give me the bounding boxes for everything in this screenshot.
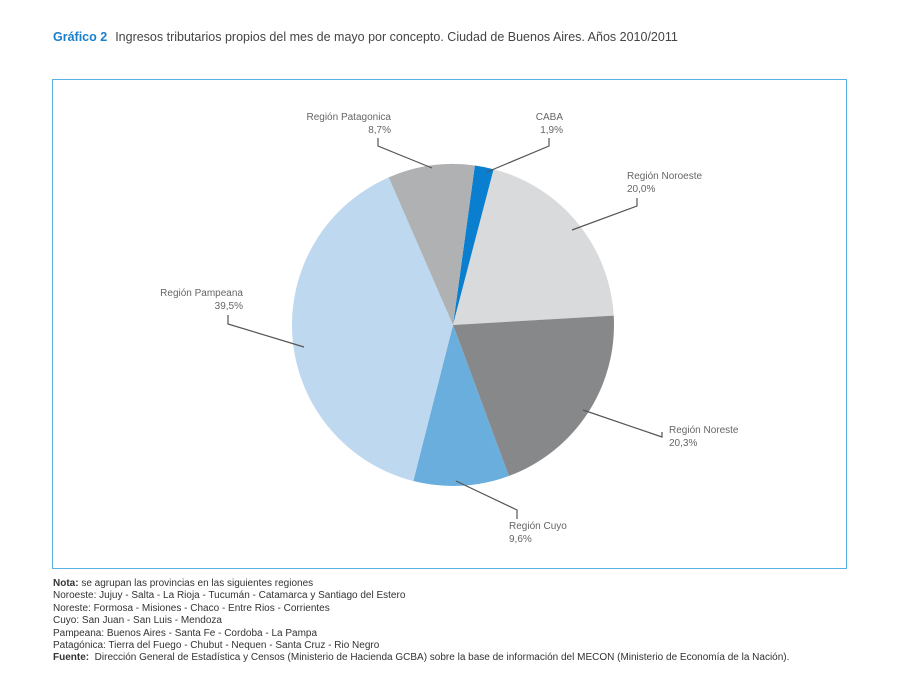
note-line: Cuyo: San Juan - San Luis - Mendoza <box>53 615 222 627</box>
leader-line <box>582 409 663 438</box>
note-line: Nota: se agrupan las provincias en las s… <box>53 578 314 589</box>
pie-slice-regi-n-patagonica <box>388 164 475 325</box>
pie-slice-caba <box>453 165 494 325</box>
leader-line <box>377 138 433 169</box>
label-pampeana: Región Pampeana 39,5% <box>160 288 243 312</box>
pie-slice-regi-n-noreste <box>453 315 615 477</box>
pie-slice-regi-n-cuyo <box>413 325 509 486</box>
leader-line <box>571 198 638 231</box>
label-noroeste: Región Noroeste 20,0% <box>627 171 703 195</box>
label-cuyo: Región Cuyo 9,6% <box>509 521 567 545</box>
leader-line <box>486 138 550 173</box>
note-line: Noroeste: Jujuy - Salta - La Rioja - Tuc… <box>53 590 406 602</box>
note-line: Patagónica: Tierra del Fuego - Chubut - … <box>53 640 380 652</box>
pie-slice-regi-n-noroeste <box>453 169 614 325</box>
notes: Nota: se agrupan las provincias en las s… <box>53 578 789 665</box>
chart-number: Gráfico 2 <box>53 30 108 44</box>
note-line: Noreste: Formosa - Misiones - Chaco - En… <box>53 602 330 614</box>
source-line: Fuente: Dirección General de Estadística… <box>53 652 790 664</box>
label-caba: CABA 1,9% <box>535 112 563 136</box>
chart-title: Gráfico 2 Ingresos tributarios propios de… <box>53 30 678 44</box>
note-line: Pampeana: Buenos Aires - Santa Fe - Cord… <box>53 627 318 639</box>
leader-line <box>455 480 518 519</box>
label-patagonica: Región Patagonica 8,7% <box>306 112 391 136</box>
leader-line <box>227 315 305 348</box>
label-noreste: Región Noreste 20,3% <box>669 425 739 449</box>
chart-frame <box>52 79 847 569</box>
chart-title-text: Ingresos tributarios propios del mes de … <box>115 30 678 44</box>
pie-slice-regi-n-pampeana <box>292 177 453 482</box>
